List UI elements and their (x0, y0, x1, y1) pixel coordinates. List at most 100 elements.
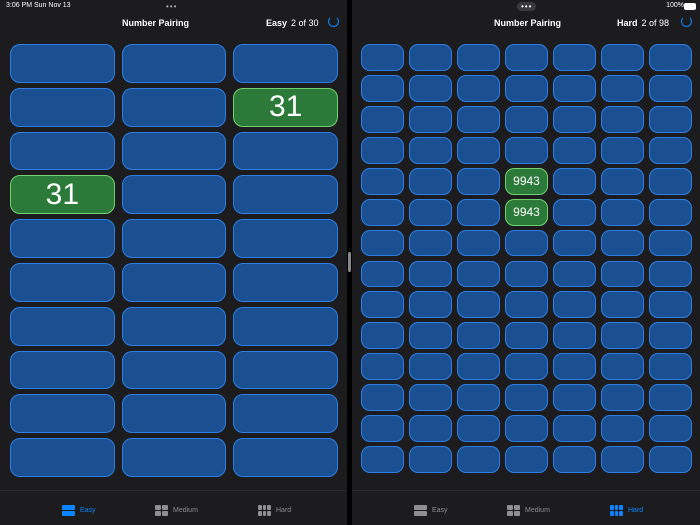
multitask-dots[interactable]: ••• (166, 2, 178, 11)
card[interactable] (361, 291, 404, 319)
card[interactable] (121, 44, 227, 83)
card[interactable] (409, 291, 452, 319)
card[interactable] (457, 44, 500, 71)
card[interactable] (505, 44, 548, 71)
card[interactable] (121, 131, 227, 171)
card[interactable] (457, 322, 500, 350)
card[interactable] (457, 291, 500, 319)
card[interactable] (553, 44, 596, 71)
card[interactable] (649, 74, 692, 102)
card[interactable] (505, 229, 548, 257)
card[interactable] (409, 353, 452, 381)
card[interactable] (361, 415, 404, 443)
tab-item[interactable]: Hard (610, 505, 643, 516)
card[interactable] (121, 350, 227, 390)
card[interactable]: 31 (233, 87, 338, 127)
refresh-button[interactable] (681, 16, 692, 27)
card[interactable] (553, 384, 596, 412)
card[interactable] (649, 229, 692, 257)
card[interactable] (409, 260, 452, 288)
card[interactable] (649, 105, 692, 133)
card[interactable] (10, 219, 115, 258)
card[interactable] (649, 167, 692, 195)
card[interactable] (361, 167, 404, 195)
card[interactable] (409, 198, 452, 226)
card[interactable] (233, 306, 338, 346)
card[interactable] (457, 415, 500, 443)
card[interactable] (553, 167, 596, 195)
card[interactable] (553, 291, 596, 319)
card[interactable] (361, 44, 404, 71)
card[interactable] (361, 198, 404, 226)
card[interactable] (601, 105, 644, 133)
card[interactable] (457, 446, 500, 473)
card[interactable] (10, 438, 115, 477)
card[interactable] (457, 105, 500, 133)
card[interactable] (121, 306, 227, 346)
card[interactable] (233, 131, 338, 171)
card[interactable] (649, 415, 692, 443)
card[interactable] (10, 394, 115, 434)
card[interactable] (409, 44, 452, 71)
card[interactable] (505, 322, 548, 350)
card[interactable] (505, 105, 548, 133)
tab-item[interactable]: Medium (507, 505, 550, 516)
card[interactable] (553, 136, 596, 164)
tab-item[interactable]: Easy (62, 505, 96, 516)
card[interactable] (457, 229, 500, 257)
card[interactable] (233, 394, 338, 434)
card[interactable] (601, 291, 644, 319)
card[interactable] (233, 219, 338, 258)
refresh-button[interactable] (328, 16, 339, 27)
card[interactable] (601, 136, 644, 164)
card[interactable] (601, 44, 644, 71)
card[interactable] (457, 353, 500, 381)
card[interactable] (505, 291, 548, 319)
card[interactable] (233, 175, 338, 215)
card[interactable] (601, 260, 644, 288)
card[interactable] (361, 260, 404, 288)
card[interactable] (505, 415, 548, 443)
card[interactable] (649, 384, 692, 412)
card[interactable] (233, 263, 338, 302)
card[interactable] (649, 198, 692, 226)
card[interactable] (361, 384, 404, 412)
card[interactable] (10, 131, 115, 171)
divider-handle[interactable] (348, 252, 351, 272)
card[interactable] (361, 229, 404, 257)
card[interactable] (649, 44, 692, 71)
card[interactable] (121, 87, 227, 127)
card[interactable] (233, 44, 338, 83)
card[interactable] (601, 198, 644, 226)
card[interactable] (409, 105, 452, 133)
card[interactable] (361, 446, 404, 473)
card[interactable] (553, 105, 596, 133)
card[interactable] (457, 136, 500, 164)
card[interactable] (457, 167, 500, 195)
card[interactable]: 31 (10, 175, 115, 215)
multitask-dots[interactable]: ••• (517, 2, 537, 11)
card[interactable] (10, 350, 115, 390)
card[interactable] (505, 136, 548, 164)
card[interactable] (553, 74, 596, 102)
card[interactable] (10, 44, 115, 83)
card[interactable] (505, 384, 548, 412)
card[interactable] (649, 291, 692, 319)
card[interactable] (409, 136, 452, 164)
card[interactable] (121, 219, 227, 258)
tab-item[interactable]: Medium (155, 505, 198, 516)
tab-item[interactable]: Easy (414, 505, 448, 516)
card[interactable] (361, 353, 404, 381)
card[interactable] (601, 167, 644, 195)
card[interactable] (121, 263, 227, 302)
card[interactable] (457, 260, 500, 288)
card[interactable] (505, 353, 548, 381)
card[interactable] (409, 167, 452, 195)
card[interactable] (601, 446, 644, 473)
tab-item[interactable]: Hard (258, 505, 291, 516)
card[interactable] (601, 322, 644, 350)
card[interactable] (649, 322, 692, 350)
card[interactable] (409, 229, 452, 257)
card[interactable]: 9943 (505, 167, 548, 195)
card[interactable] (649, 353, 692, 381)
